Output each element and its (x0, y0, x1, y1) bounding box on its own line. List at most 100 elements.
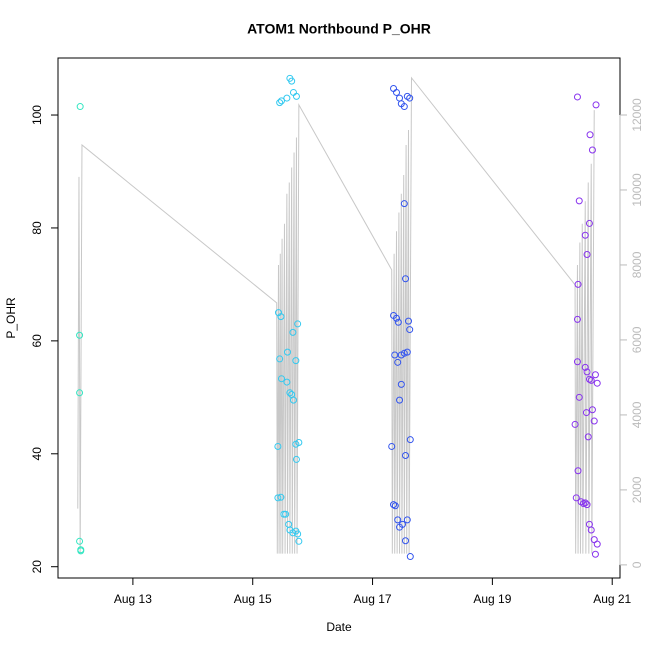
point (292, 92, 300, 100)
point (76, 103, 84, 111)
point (574, 467, 582, 475)
point (288, 77, 296, 85)
point (388, 442, 396, 450)
point (283, 378, 291, 386)
point (283, 348, 291, 356)
point (402, 451, 410, 459)
y-tick-label: 80 (30, 221, 44, 235)
x-tick-label: Aug 13 (114, 592, 152, 606)
y2-tick-label: 10000 (630, 173, 644, 207)
point (585, 219, 593, 227)
point (575, 197, 583, 205)
point (583, 501, 591, 509)
x-axis-label: Date (326, 620, 352, 634)
point (574, 280, 582, 288)
point (286, 389, 294, 397)
point (276, 355, 284, 363)
y2-tick-label: 8000 (630, 251, 644, 278)
y-tick-label: 60 (30, 334, 44, 348)
point (294, 320, 302, 328)
point (593, 379, 601, 387)
point (587, 526, 595, 534)
point (76, 537, 84, 545)
point (571, 420, 579, 428)
point (76, 331, 84, 339)
x-tick-label: Aug 19 (473, 592, 511, 606)
point (282, 510, 290, 518)
point (575, 393, 583, 401)
point (405, 317, 413, 325)
point (390, 84, 398, 92)
chart-title: ATOM1 Northbound P_OHR (247, 21, 431, 37)
point (396, 396, 404, 404)
point (391, 502, 399, 510)
y2-tick-label: 12000 (630, 98, 644, 132)
point (403, 516, 411, 524)
point (406, 94, 414, 102)
point (390, 501, 398, 509)
point (593, 540, 601, 548)
point (277, 493, 285, 501)
point (402, 275, 410, 283)
y-tick-label: 20 (30, 560, 44, 574)
y-axis-label: P_OHR (4, 297, 18, 339)
point (274, 442, 282, 450)
point (394, 318, 402, 326)
x-tick-label: Aug 17 (354, 592, 392, 606)
point (406, 436, 414, 444)
y2-tick-label: 0 (630, 561, 644, 568)
point (402, 537, 410, 545)
point (285, 520, 293, 528)
point (590, 417, 598, 425)
point (583, 368, 591, 376)
point (572, 494, 580, 502)
point (400, 349, 408, 357)
point (393, 314, 401, 322)
point (394, 516, 402, 524)
point (585, 375, 593, 383)
point (592, 101, 600, 109)
point (573, 315, 581, 323)
point (295, 438, 303, 446)
y2-tick-label: 2000 (630, 476, 644, 503)
point (403, 348, 411, 356)
point (581, 363, 589, 371)
point (581, 231, 589, 239)
point (283, 94, 291, 102)
point (573, 93, 581, 101)
plot-box (57, 57, 621, 579)
point (77, 547, 85, 555)
point (277, 313, 285, 321)
point (400, 200, 408, 208)
point (76, 389, 84, 397)
point (289, 396, 297, 404)
x-tick-label: Aug 21 (593, 592, 631, 606)
point (277, 375, 285, 383)
point (588, 406, 596, 414)
point (391, 351, 399, 359)
point (591, 371, 599, 379)
point (573, 358, 581, 366)
y-tick-label: 100 (30, 105, 44, 125)
point (586, 131, 594, 139)
point (294, 530, 302, 538)
x-tick-label: Aug 15 (234, 592, 272, 606)
point (292, 455, 300, 463)
point (581, 499, 589, 507)
point (582, 409, 590, 417)
point (397, 380, 405, 388)
point (583, 250, 591, 258)
line-series (77, 76, 595, 554)
y2-tick-label: 4000 (630, 401, 644, 428)
point (277, 97, 285, 105)
point (400, 103, 408, 111)
point (406, 326, 414, 334)
point (289, 328, 297, 336)
y-tick-label: 40 (30, 447, 44, 461)
point (289, 88, 297, 96)
point (396, 94, 404, 102)
point (393, 88, 401, 96)
point (588, 146, 596, 154)
point (274, 494, 282, 502)
